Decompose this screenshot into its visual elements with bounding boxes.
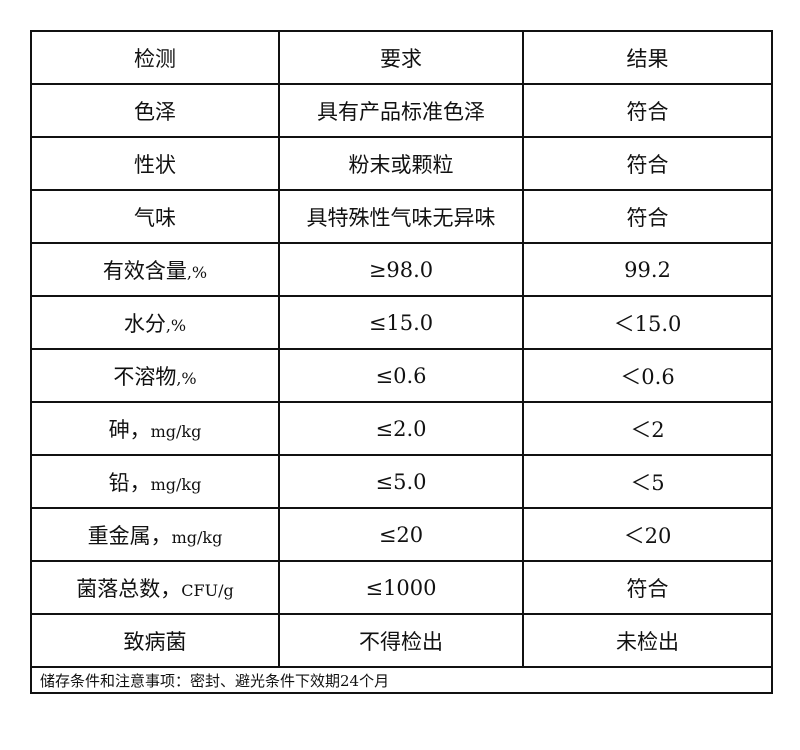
table-row: 菌落总数，CFU/g ≤1000 符合 — [30, 560, 773, 615]
table-row: 铅，mg/kg ≤5.0 ＜5 — [30, 454, 773, 509]
requirement-cell: ≤20 — [278, 507, 524, 562]
item-cell: 重金属，mg/kg — [30, 507, 280, 562]
requirement-cell: 粉末或颗粒 — [278, 136, 524, 191]
table-row: 性状 粉末或颗粒 符合 — [30, 136, 773, 191]
requirement-cell: 具特殊性气味无异味 — [278, 189, 524, 244]
item-name: 铅， — [108, 470, 151, 495]
item-cell: 菌落总数，CFU/g — [30, 560, 280, 615]
item-name: 菌落总数， — [76, 576, 182, 601]
item-unit: mg/kg — [150, 474, 202, 494]
item-unit: mg/kg — [171, 527, 223, 547]
storage-note: 储存条件和注意事项：密封、避光条件下效期24个月 — [30, 666, 773, 694]
item-name: 不溶物 — [113, 364, 177, 389]
requirement-cell: ≤1000 — [278, 560, 524, 615]
header-row: 检测 要求 结果 — [30, 30, 773, 85]
item-name: 致病菌 — [123, 629, 187, 654]
item-cell: 不溶物,% — [30, 348, 280, 403]
item-unit: CFU/g — [181, 580, 234, 600]
item-unit: ,% — [165, 315, 187, 335]
requirement-cell: ≤2.0 — [278, 401, 524, 456]
item-name: 重金属， — [87, 523, 172, 548]
table-row: 水分,% ≤15.0 ＜15.0 — [30, 295, 773, 350]
item-name: 色泽 — [134, 99, 176, 124]
table-row: 砷，mg/kg ≤2.0 ＜2 — [30, 401, 773, 456]
item-cell: 铅，mg/kg — [30, 454, 280, 509]
item-name: 有效含量 — [102, 258, 187, 283]
requirement-cell: 不得检出 — [278, 613, 524, 668]
note-row: 储存条件和注意事项：密封、避光条件下效期24个月 — [30, 666, 773, 694]
item-cell: 色泽 — [30, 83, 280, 138]
requirement-cell: ≤5.0 — [278, 454, 524, 509]
result-cell: 符合 — [522, 136, 773, 191]
result-cell: ＜15.0 — [522, 295, 773, 350]
result-cell: ＜2 — [522, 401, 773, 456]
item-unit: mg/kg — [150, 421, 202, 441]
result-cell: 未检出 — [522, 613, 773, 668]
header-cell: 检测 — [30, 30, 280, 85]
header-cell: 要求 — [278, 30, 524, 85]
item-cell: 致病菌 — [30, 613, 280, 668]
item-cell: 水分,% — [30, 295, 280, 350]
item-cell: 气味 — [30, 189, 280, 244]
item-unit: ,% — [186, 262, 208, 282]
inspection-table: 检测 要求 结果 色泽 具有产品标准色泽 符合 性状 粉末或颗粒 符合 气味 具特殊… — [30, 30, 773, 694]
table-row: 重金属，mg/kg ≤20 ＜20 — [30, 507, 773, 562]
requirement-cell: ≤0.6 — [278, 348, 524, 403]
item-unit: ,% — [176, 368, 197, 388]
result-cell: ＜5 — [522, 454, 773, 509]
table-row: 不溶物,% ≤0.6 ＜0.6 — [30, 348, 773, 403]
item-name: 砷， — [108, 417, 151, 442]
item-cell: 砷，mg/kg — [30, 401, 280, 456]
table-row: 色泽 具有产品标准色泽 符合 — [30, 83, 773, 138]
item-cell: 性状 — [30, 136, 280, 191]
item-name: 性状 — [134, 152, 176, 177]
result-cell: ＜20 — [522, 507, 773, 562]
item-name: 水分 — [123, 311, 166, 336]
requirement-cell: ≥98.0 — [278, 242, 524, 297]
result-cell: 符合 — [522, 560, 773, 615]
item-name: 气味 — [134, 205, 176, 230]
header-cell: 结果 — [522, 30, 773, 85]
result-cell: ＜0.6 — [522, 348, 773, 403]
requirement-cell: ≤15.0 — [278, 295, 524, 350]
table-row: 气味 具特殊性气味无异味 符合 — [30, 189, 773, 244]
result-cell: 99.2 — [522, 242, 773, 297]
result-cell: 符合 — [522, 189, 773, 244]
result-cell: 符合 — [522, 83, 773, 138]
table-row: 致病菌 不得检出 未检出 — [30, 613, 773, 668]
table-row: 有效含量,% ≥98.0 99.2 — [30, 242, 773, 297]
requirement-cell: 具有产品标准色泽 — [278, 83, 524, 138]
item-cell: 有效含量,% — [30, 242, 280, 297]
